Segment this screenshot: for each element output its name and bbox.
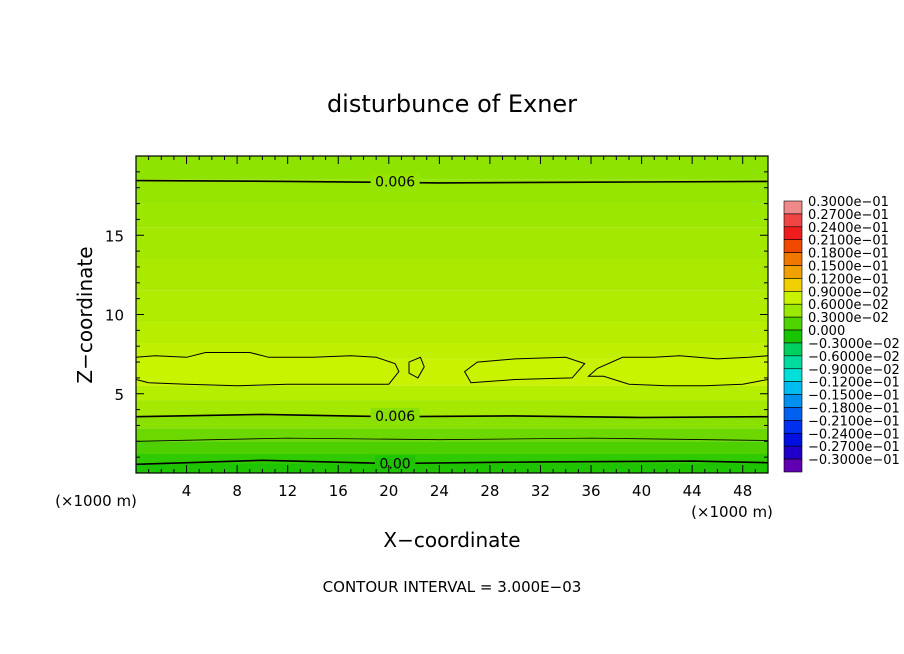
colorbar-label: −0.1200e−01 — [808, 376, 900, 391]
colorbar-label: −0.1800e−01 — [808, 401, 900, 416]
colorbar-swatch — [783, 355, 803, 370]
colorbar-swatch — [783, 316, 803, 331]
colorbar-swatch — [783, 329, 803, 344]
colorbar-label: −0.3000e−02 — [808, 337, 900, 352]
shade-band — [136, 290, 768, 323]
colorbar-label: 0.1500e−01 — [808, 260, 889, 275]
colorbar-label: 0.3000e−01 — [808, 195, 889, 210]
x-unit-label-left: (×1000 m) — [55, 492, 137, 510]
shade-band — [136, 156, 768, 180]
contour-label: 0.00 — [380, 456, 411, 472]
shade-band — [136, 259, 768, 291]
y-tick-label: 15 — [105, 227, 124, 245]
colorbar-label: −0.3000e−01 — [808, 453, 900, 468]
shade-band — [136, 385, 768, 401]
contour-label-bg — [374, 455, 416, 472]
x-tick-label: 12 — [278, 482, 297, 500]
x-axis-label: X−coordinate — [383, 528, 520, 552]
shade-band — [136, 463, 768, 473]
x-tick-label: 48 — [733, 482, 752, 500]
contour-line — [135, 437, 769, 442]
colorbar-label: −0.2700e−01 — [808, 440, 900, 455]
x-tick-label: 24 — [430, 482, 449, 500]
contour-line — [135, 459, 769, 466]
colorbar-swatch — [783, 291, 803, 305]
colorbar-label: −0.2400e−01 — [808, 427, 900, 442]
colorbar-label: 0.2400e−01 — [808, 221, 889, 236]
x-tick-label: 16 — [329, 482, 348, 500]
shade-band — [136, 179, 768, 204]
contour-label-bg — [370, 173, 420, 190]
contour-interval-footer: CONTOUR INTERVAL = 3.000E−03 — [323, 578, 582, 596]
colorbar-swatch — [783, 432, 803, 447]
colorbar-swatch — [783, 458, 803, 473]
shade-band — [136, 227, 768, 260]
shade-band — [136, 453, 768, 464]
x-tick-label: 20 — [379, 482, 398, 500]
colorbar-legend: 0.3000e−010.2700e−010.2400e−010.2100e−01… — [783, 195, 900, 473]
y-axis: 5 10 15 — [105, 155, 768, 474]
x-tick-label: 36 — [581, 482, 600, 500]
x-axis: 4 8 12 16 20 24 28 32 36 40 44 48 — [135, 156, 769, 500]
contour-label-bg — [370, 407, 420, 424]
colorbar-label: −0.1500e−01 — [808, 389, 900, 404]
colorbar-swatch — [783, 226, 803, 241]
plot-area: 0.006 0.006 0.00 — [135, 155, 769, 474]
contour-line — [135, 179, 769, 184]
x-tick-label: 40 — [632, 482, 651, 500]
y-axis-label: Z−coordinate — [73, 246, 97, 383]
colorbar-label: −0.6000e−02 — [808, 350, 900, 365]
colorbar-label: 0.000 — [808, 324, 845, 339]
y-tick-label: 10 — [105, 307, 124, 325]
colorbar-label: 0.1800e−01 — [808, 247, 889, 262]
shade-band — [136, 343, 768, 359]
x-tick-label: 4 — [182, 482, 192, 500]
contour-region — [463, 356, 586, 384]
colorbar-label: 0.2100e−01 — [808, 234, 889, 249]
colorbar-swatch — [783, 239, 803, 253]
colorbar-swatch — [783, 445, 803, 460]
contour-label: 0.006 — [375, 174, 415, 190]
shade-band — [136, 322, 768, 344]
colorbar-swatch — [783, 252, 803, 266]
shade-band — [136, 400, 768, 416]
colorbar-swatch — [783, 394, 803, 408]
x-tick-label: 44 — [683, 482, 702, 500]
colorbar-label: 0.3000e−02 — [808, 311, 889, 326]
colorbar-swatch — [783, 303, 803, 318]
colorbar-label: 0.6000e−02 — [808, 298, 889, 313]
colorbar-swatch — [783, 200, 803, 215]
colorbar-swatch — [783, 342, 803, 357]
chart-title: disturbunce of Exner — [327, 90, 577, 118]
colorbar-label: 0.9000e−02 — [808, 285, 889, 300]
contour-region — [408, 356, 425, 379]
shade-band — [136, 415, 768, 429]
y-tick-label: 5 — [114, 386, 124, 404]
colorbar-swatch — [783, 265, 803, 279]
contour-label: 0.006 — [375, 409, 415, 425]
x-tick-label: 32 — [531, 482, 550, 500]
x-unit-label-right: (×1000 m) — [691, 503, 773, 521]
shade-band — [136, 203, 768, 228]
colorbar-swatch — [783, 381, 803, 395]
colorbar-label: 0.2700e−01 — [808, 208, 889, 223]
shade-band — [136, 441, 768, 454]
colorbar-swatch — [783, 278, 803, 292]
contour-line — [135, 413, 769, 419]
colorbar-swatch — [783, 213, 803, 228]
x-tick-label: 28 — [480, 482, 499, 500]
colorbar-label: −0.2100e−01 — [808, 414, 900, 429]
contour-region — [135, 352, 400, 387]
colorbar-label: −0.9000e−02 — [808, 363, 900, 378]
colorbar-label: 0.1200e−01 — [808, 272, 889, 287]
colorbar-swatch — [783, 420, 803, 434]
colorbar-swatch — [783, 407, 803, 421]
x-tick-label: 8 — [232, 482, 242, 500]
colorbar-swatch — [783, 368, 803, 382]
